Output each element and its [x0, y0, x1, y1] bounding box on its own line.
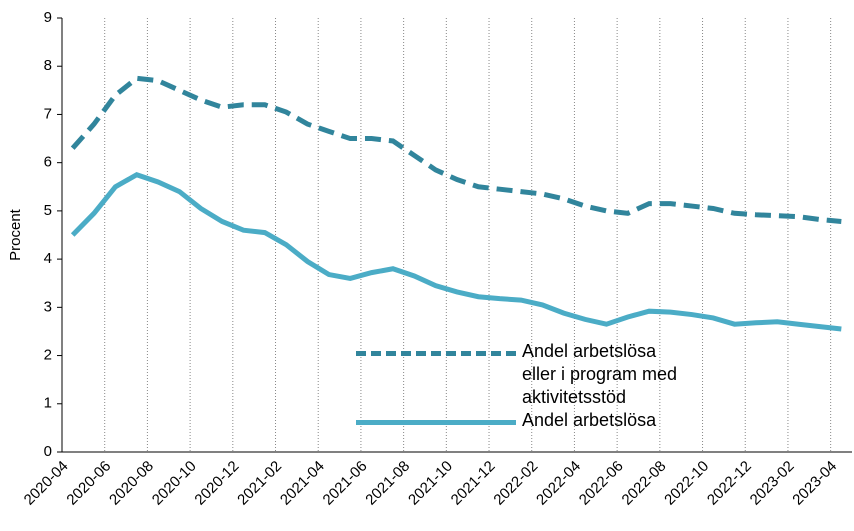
- x-tick-label: 2020-06: [63, 458, 114, 509]
- x-tick-label: 2021-10: [405, 458, 456, 509]
- y-tick-label: 8: [44, 57, 52, 74]
- x-tick-label: 2020-10: [149, 458, 200, 509]
- x-tick-label: 2021-04: [277, 458, 328, 509]
- y-tick-label: 6: [44, 154, 52, 171]
- x-tick-label: 2023-02: [747, 458, 798, 509]
- legend-swatch: [356, 351, 516, 356]
- x-tick-label: 2021-08: [362, 458, 413, 509]
- legend: Andel arbetslösa eller i program med akt…: [356, 340, 686, 432]
- legend-item: Andel arbetslösa: [356, 409, 686, 432]
- x-tick-label: 2020-04: [21, 458, 72, 509]
- x-tick-label: 2021-06: [320, 458, 371, 509]
- legend-label: Andel arbetslösa eller i program med akt…: [522, 341, 678, 407]
- x-tick-label: 2022-02: [490, 458, 541, 509]
- y-tick-label: 1: [44, 395, 52, 412]
- y-tick-label: 9: [44, 9, 52, 26]
- x-tick-label: 2021-02: [234, 458, 285, 509]
- x-tick-label: 2022-08: [619, 458, 670, 509]
- series-line: [70, 75, 842, 224]
- x-tick-label: 2023-04: [789, 458, 840, 509]
- x-tick-label: 2022-10: [661, 458, 712, 509]
- y-tick-label: 4: [44, 250, 52, 267]
- x-tick-label: 2020-08: [106, 458, 157, 509]
- series-line: [70, 171, 842, 332]
- y-tick-label: 3: [44, 298, 52, 315]
- legend-label: Andel arbetslösa: [522, 410, 657, 430]
- x-tick-label: 2022-04: [533, 458, 584, 509]
- x-tick-label: 2022-06: [576, 458, 627, 509]
- legend-swatch: [356, 420, 516, 425]
- y-tick-label: 7: [44, 105, 52, 122]
- x-tick-label: 2021-12: [448, 458, 499, 509]
- y-axis-label: Procent: [7, 208, 24, 261]
- y-tick-label: 2: [44, 347, 52, 364]
- x-tick-label: 2020-12: [191, 458, 242, 509]
- y-tick-label: 0: [44, 443, 52, 460]
- y-tick-label: 5: [44, 202, 52, 219]
- legend-item: Andel arbetslösa eller i program med akt…: [356, 340, 686, 409]
- x-tick-label: 2022-12: [704, 458, 755, 509]
